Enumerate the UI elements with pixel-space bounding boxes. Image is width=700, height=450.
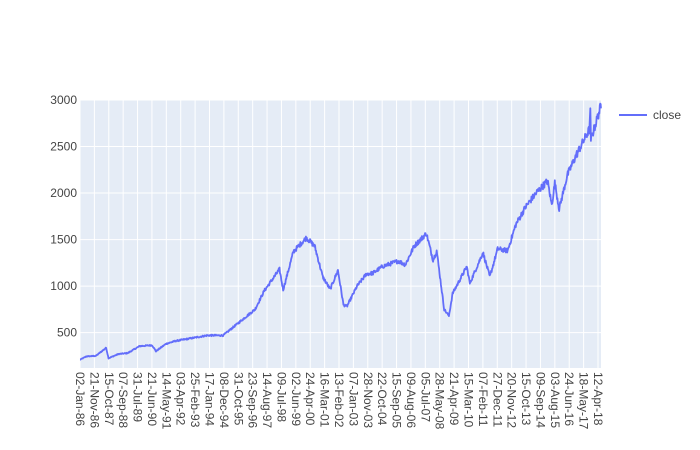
x-tick-label: 16-Mar-01 xyxy=(318,372,332,428)
x-tick-label: 24-Jun-16 xyxy=(562,372,576,426)
x-tick-label: 03-Apr-92 xyxy=(174,372,188,426)
x-tick-label: 02-Jan-86 xyxy=(73,372,87,426)
x-tick-label: 07-Jan-03 xyxy=(346,372,360,426)
legend[interactable]: close xyxy=(619,108,681,122)
series-layer xyxy=(79,102,602,361)
x-tick-label: 24-Apr-00 xyxy=(303,372,317,426)
x-gridlines xyxy=(79,100,599,368)
x-tick-label: 22-Oct-04 xyxy=(375,372,389,426)
y-tick-label: 2000 xyxy=(50,186,77,200)
x-tick-label: 20-Nov-12 xyxy=(505,372,519,428)
x-tick-label: 31-Oct-95 xyxy=(231,372,245,426)
x-tick-label: 21-Jun-90 xyxy=(145,372,159,426)
x-tick-labels: 02-Jan-86 21-Nov-86 15-Oct-87 07-Sep-88 31-J… xyxy=(73,372,605,430)
x-tick-label: 14-Aug-97 xyxy=(260,372,274,428)
plot-background xyxy=(80,100,601,368)
y-tick-label: 3000 xyxy=(50,93,77,107)
x-tick-label: 12-Apr-18 xyxy=(591,372,605,426)
x-tick-label: 13-Feb-02 xyxy=(332,372,346,428)
x-tick-label: 05-Jul-07 xyxy=(418,372,432,422)
series-line-close xyxy=(79,102,602,361)
x-tick-label: 23-Sep-96 xyxy=(246,372,260,428)
x-tick-label: 28-May-08 xyxy=(433,372,447,430)
x-tick-label: 15-Oct-13 xyxy=(519,372,533,426)
x-tick-label: 25-Feb-93 xyxy=(188,372,202,428)
x-tick-label: 28-Nov-03 xyxy=(361,372,375,428)
x-tick-label: 14-May-91 xyxy=(159,372,173,430)
x-tick-label: 07-Feb-11 xyxy=(476,372,490,427)
x-tick-label: 21-Apr-09 xyxy=(447,372,461,426)
x-tick-label: 07-Sep-88 xyxy=(116,372,130,428)
x-tick-label: 09-Aug-06 xyxy=(404,372,418,428)
legend-label-close: close xyxy=(653,108,681,122)
x-tick-label: 08-Dec-94 xyxy=(217,372,231,428)
x-tick-label: 21-Nov-86 xyxy=(87,372,101,428)
x-tick-label: 15-Mar-10 xyxy=(462,372,476,428)
y-tick-labels: 500 1000 1500 2000 2500 3000 xyxy=(50,93,77,340)
x-tick-label: 17-Jan-94 xyxy=(203,372,217,426)
x-tick-label: 15-Sep-05 xyxy=(390,372,404,428)
x-tick-label: 18-May-17 xyxy=(577,372,591,430)
x-tick-label: 09-Sep-14 xyxy=(533,372,547,428)
y-tick-label: 2500 xyxy=(50,140,77,154)
x-tick-label: 02-Jun-99 xyxy=(289,372,303,426)
x-tick-label: 27-Dec-11 xyxy=(490,372,504,427)
y-tick-label: 500 xyxy=(57,326,77,340)
y-tick-label: 1500 xyxy=(50,233,77,247)
y-tick-label: 1000 xyxy=(50,279,77,293)
x-tick-label: 15-Oct-87 xyxy=(102,372,116,426)
x-tick-label: 09-Jul-98 xyxy=(274,372,288,422)
x-tick-label: 03-Aug-15 xyxy=(548,372,562,428)
x-tick-label: 31-Jul-89 xyxy=(131,372,145,422)
